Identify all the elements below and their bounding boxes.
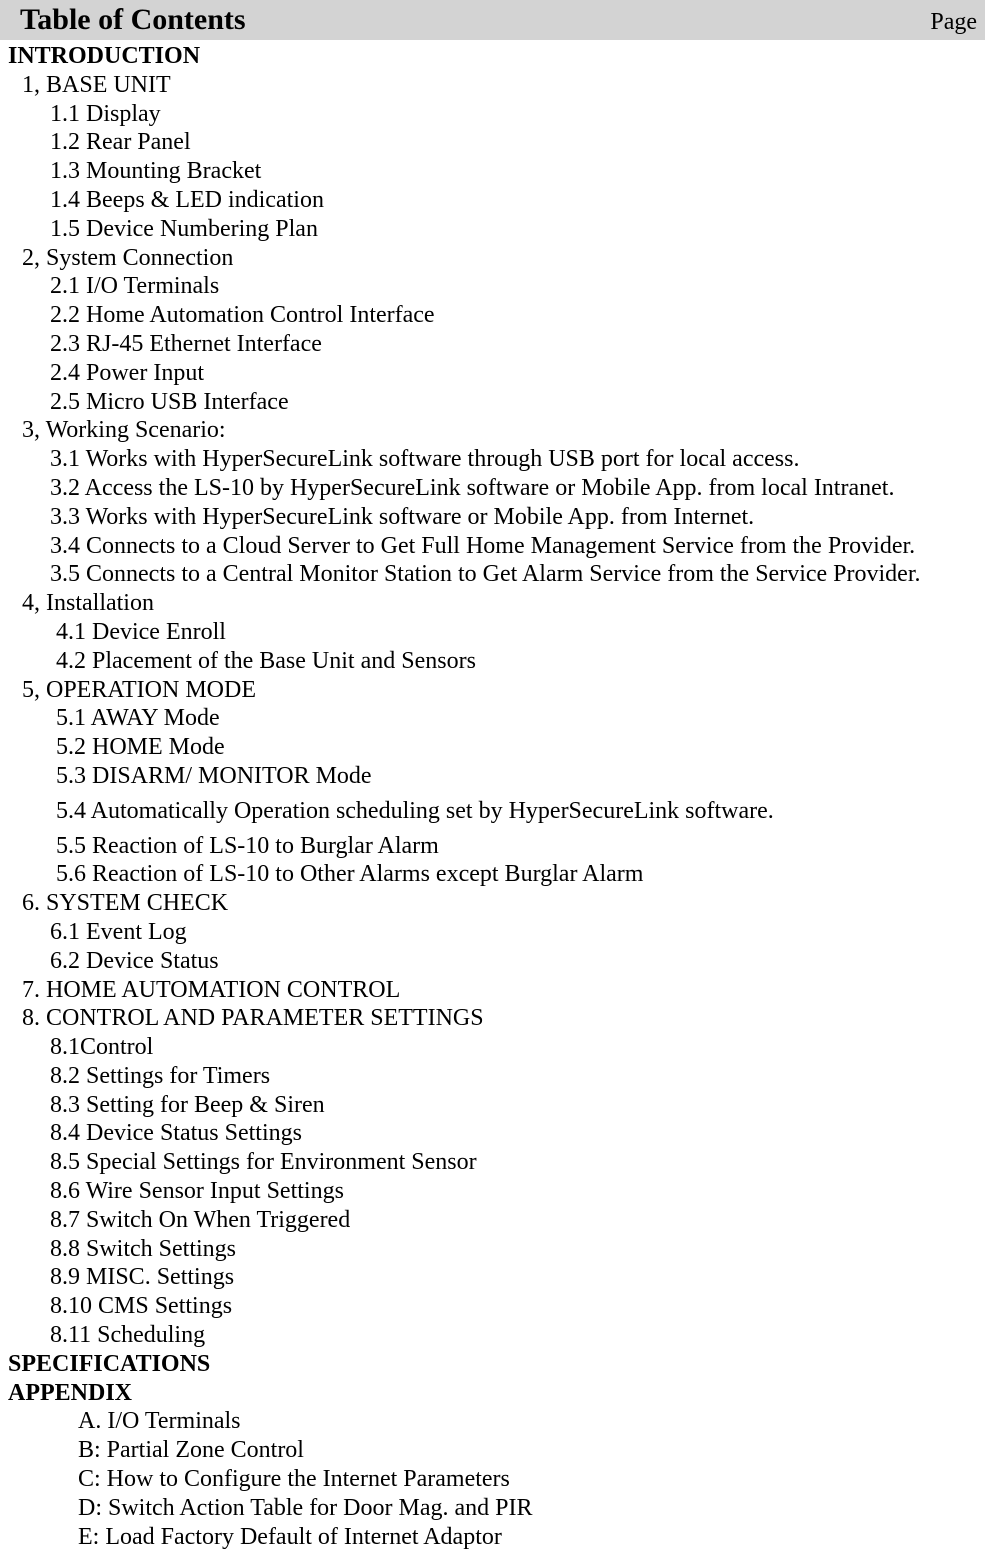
toc-appendix-c: C: How to Configure the Internet Paramet… (8, 1465, 985, 1494)
toc-s2-title: 2, System Connection (8, 244, 985, 273)
toc-s6-i2: 6.2 Device Status (8, 947, 985, 976)
toc-s3-i3: 3.3 Works with HyperSecureLink software … (8, 503, 985, 532)
toc-s4-i2: 4.2 Placement of the Base Unit and Senso… (8, 647, 985, 676)
toc-s8-i10: 8.10 CMS Settings (8, 1292, 985, 1321)
page-label: Page (930, 8, 977, 37)
toc-s5-i2: 5.2 HOME Mode (8, 733, 985, 762)
toc-s4-i1: 4.1 Device Enroll (8, 618, 985, 647)
toc-appendix-e: E: Load Factory Default of Internet Adap… (8, 1523, 985, 1551)
toc-s5-i4: 5.4 Automatically Operation scheduling s… (8, 797, 985, 826)
toc-s4-title: 4, Installation (8, 589, 985, 618)
toc-s3-i5: 3.5 Connects to a Central Monitor Statio… (8, 560, 985, 589)
toc-s5-i3: 5.3 DISARM/ MONITOR Mode (8, 762, 985, 791)
toc-s1-i4: 1.4 Beeps & LED indication (8, 186, 985, 215)
toc-s5-i5: 5.5 Reaction of LS-10 to Burglar Alarm (8, 832, 985, 861)
toc-s3-title: 3, Working Scenario: (8, 416, 985, 445)
toc-s3-i1: 3.1 Works with HyperSecureLink software … (8, 445, 985, 474)
toc-specs: SPECIFICATIONS (8, 1350, 985, 1379)
toc-s8-i7: 8.7 Switch On When Triggered (8, 1206, 985, 1235)
toc-s8-i8: 8.8 Switch Settings (8, 1235, 985, 1264)
toc-s8-i5: 8.5 Special Settings for Environment Sen… (8, 1148, 985, 1177)
toc-s8-i4: 8.4 Device Status Settings (8, 1119, 985, 1148)
toc-appendix-title: APPENDIX (8, 1379, 985, 1408)
toc-s1-i3: 1.3 Mounting Bracket (8, 157, 985, 186)
toc-s8-i2: 8.2 Settings for Timers (8, 1062, 985, 1091)
toc-s8-title: 8. CONTROL AND PARAMETER SETTINGS (8, 1004, 985, 1033)
toc-s2-i1: 2.1 I/O Terminals (8, 272, 985, 301)
toc-title: Table of Contents (20, 2, 246, 38)
toc-s1-i1: 1.1 Display (8, 100, 985, 129)
toc-s8-i9: 8.9 MISC. Settings (8, 1263, 985, 1292)
toc-s1-i2: 1.2 Rear Panel (8, 128, 985, 157)
toc-s6-title: 6. SYSTEM CHECK (8, 889, 985, 918)
toc-s8-i11: 8.11 Scheduling (8, 1321, 985, 1350)
toc-appendix-a: A. I/O Terminals (8, 1407, 985, 1436)
toc-s1-i5: 1.5 Device Numbering Plan (8, 215, 985, 244)
toc-header: Table of Contents Page (0, 0, 985, 40)
toc-s1-title: 1, BASE UNIT (8, 71, 985, 100)
toc-s3-i4: 3.4 Connects to a Cloud Server to Get Fu… (8, 532, 985, 561)
toc-intro: INTRODUCTION (8, 42, 985, 71)
toc-s6-i1: 6.1 Event Log (8, 918, 985, 947)
toc-s3-i2: 3.2 Access the LS-10 by HyperSecureLink … (8, 474, 985, 503)
toc-content: INTRODUCTION 1, BASE UNIT 1.1 Display 1.… (0, 42, 985, 1551)
toc-s5-i1: 5.1 AWAY Mode (8, 704, 985, 733)
toc-s2-i3: 2.3 RJ-45 Ethernet Interface (8, 330, 985, 359)
toc-appendix-d: D: Switch Action Table for Door Mag. and… (8, 1494, 985, 1523)
toc-s5-i6: 5.6 Reaction of LS-10 to Other Alarms ex… (8, 860, 985, 889)
toc-s2-i4: 2.4 Power Input (8, 359, 985, 388)
toc-s2-i5: 2.5 Micro USB Interface (8, 388, 985, 417)
toc-appendix-b: B: Partial Zone Control (8, 1436, 985, 1465)
toc-s8-i3: 8.3 Setting for Beep & Siren (8, 1091, 985, 1120)
toc-s7-title: 7. HOME AUTOMATION CONTROL (8, 976, 985, 1005)
toc-s2-i2: 2.2 Home Automation Control Interface (8, 301, 985, 330)
toc-s8-i1: 8.1Control (8, 1033, 985, 1062)
toc-s5-title: 5, OPERATION MODE (8, 676, 985, 705)
toc-s8-i6: 8.6 Wire Sensor Input Settings (8, 1177, 985, 1206)
